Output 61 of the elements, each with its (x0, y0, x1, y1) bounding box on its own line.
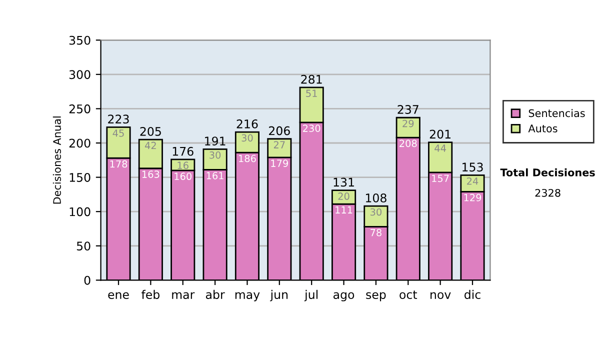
data-label: 30 (370, 208, 382, 216)
y-tick-label: 300 (69, 70, 90, 80)
data-label: 161 (206, 172, 224, 180)
y-axis-title: Decisiones Anual (52, 116, 61, 204)
x-tick-label: nov (430, 292, 451, 300)
data-label: 27 (274, 141, 285, 148)
data-label: 16 (178, 162, 188, 170)
data-label: 30 (210, 151, 221, 159)
data-label: 186 (239, 154, 256, 162)
x-tick-label: dic (464, 290, 480, 300)
data-label: 30 (242, 134, 253, 142)
legend-label: Sentencias (528, 109, 585, 118)
total-label: 216 (236, 119, 258, 128)
y-tick-label: 50 (76, 242, 90, 251)
x-tick-label: feb (141, 290, 160, 300)
data-label: 163 (142, 170, 160, 178)
x-tick-label: sep (366, 292, 386, 302)
data-label: 179 (271, 160, 288, 167)
data-label: 29 (402, 120, 414, 128)
x-tick-label: mar (172, 292, 195, 300)
total-label: 153 (462, 162, 483, 172)
total-label: 191 (205, 136, 226, 146)
y-tick-label: 100 (70, 207, 90, 216)
total-label: 176 (172, 146, 194, 156)
y-tick-label: 250 (69, 104, 90, 114)
x-tick-label: jun (270, 290, 288, 302)
x-tick-label: ago (334, 292, 354, 302)
data-label: 160 (174, 172, 192, 180)
data-label: 230 (303, 124, 320, 132)
y-tick-label: 150 (70, 173, 90, 182)
total-label: 205 (140, 126, 161, 136)
text: Total Decisiones (500, 168, 595, 176)
total-label: 201 (430, 130, 450, 139)
total-label: 108 (366, 194, 386, 202)
data-label: 51 (306, 90, 317, 98)
data-label: 78 (370, 228, 382, 236)
data-label: 129 (464, 194, 482, 202)
y-tick-label: 350 (69, 36, 90, 45)
data-label: 45 (112, 130, 124, 137)
total-label: 223 (108, 114, 129, 124)
text: 2328 (535, 188, 560, 197)
x-tick-label: may (235, 292, 260, 302)
data-label: 178 (110, 160, 128, 168)
y-tick-label: 200 (69, 138, 90, 148)
data-label: 24 (467, 177, 478, 185)
total-label: 206 (269, 126, 290, 136)
total-label: 281 (301, 74, 322, 84)
data-label: 111 (336, 206, 352, 214)
data-label: 20 (338, 192, 350, 200)
legend-label: Autos (528, 124, 558, 132)
x-tick-label: jul (304, 290, 318, 302)
x-tick-label: abr (206, 290, 225, 300)
data-label: 208 (400, 140, 417, 148)
y-tick-label: 0 (84, 276, 90, 285)
total-label: 131 (334, 178, 354, 187)
total-label: 237 (398, 105, 418, 114)
data-label: 157 (432, 174, 449, 182)
data-label: 42 (144, 142, 156, 150)
x-tick-label: oct (400, 290, 418, 300)
data-label: 44 (434, 144, 446, 152)
x-tick-label: ene (108, 292, 129, 300)
